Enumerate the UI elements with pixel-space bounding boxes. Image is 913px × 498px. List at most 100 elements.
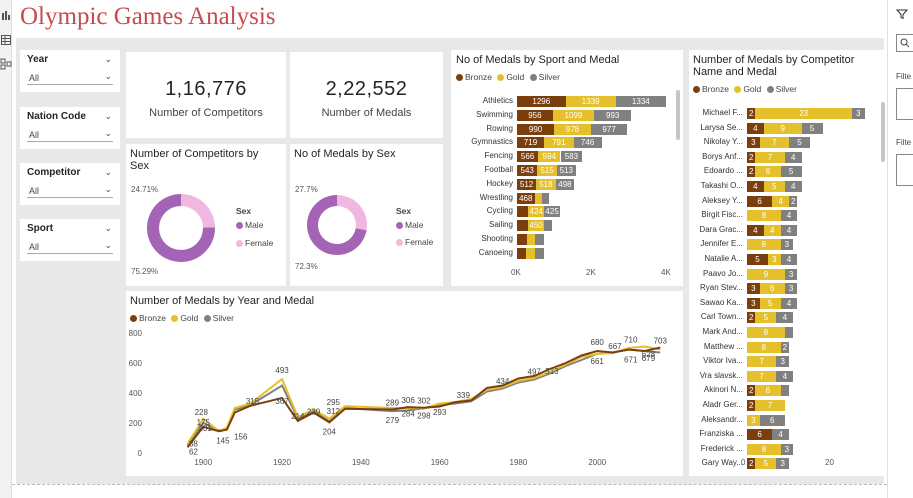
scrollbar[interactable] <box>676 90 680 140</box>
bar-segment-bronze[interactable]: 956 <box>517 109 553 121</box>
filters-pane[interactable]: Filte Filte <box>887 0 913 498</box>
bar-segment-silver[interactable]: 4 <box>772 429 789 441</box>
bar-segment-bronze[interactable]: 4 <box>747 224 764 236</box>
bar-segment-bronze[interactable] <box>517 247 527 259</box>
bar-segment-gold[interactable]: 7 <box>755 400 785 411</box>
bar-segment-silver[interactable]: 4 <box>784 151 802 163</box>
scrollbar[interactable] <box>881 102 885 162</box>
bar-segment-bronze[interactable]: 2 <box>747 151 756 163</box>
bar-segment-silver[interactable]: 3 <box>776 458 789 470</box>
bar-segment-gold[interactable]: 7 <box>759 137 789 149</box>
bar-segment-silver[interactable]: 3 <box>780 239 794 251</box>
bar-segment-gold[interactable]: 791 <box>543 137 574 149</box>
bar-segment-gold[interactable]: 978 <box>554 123 591 135</box>
medals-by-sport-chart[interactable]: No of Medals by Sport and Medal Bronze G… <box>451 50 683 286</box>
bar-segment-gold[interactable]: 5 <box>759 297 781 309</box>
bar-segment-silver[interactable] <box>535 247 544 259</box>
slicer-nation-code[interactable]: Nation Code ⌄ All ⌄ <box>20 107 120 149</box>
bar-segment-silver[interactable] <box>544 220 552 232</box>
filter-search-input[interactable] <box>896 34 913 52</box>
series-line-bronze[interactable] <box>186 346 661 448</box>
bar-segment-gold[interactable]: 4 <box>763 224 781 236</box>
donut-slice-female[interactable] <box>181 194 215 228</box>
bar-segment-gold[interactable]: 8 <box>747 443 781 455</box>
bar-segment-silver[interactable]: 1334 <box>615 96 666 107</box>
bar-segment-bronze[interactable]: 2 <box>747 312 756 324</box>
bar-segment-bronze[interactable]: 2 <box>747 385 756 397</box>
slicer-value[interactable]: All <box>29 73 40 83</box>
bar-segment-silver[interactable]: 3 <box>784 268 798 280</box>
chevron-down-icon[interactable]: ⌄ <box>104 167 112 177</box>
bar-segment-silver[interactable]: 583 <box>560 151 583 163</box>
bar-segment-bronze[interactable] <box>517 220 528 232</box>
bar-segment-bronze[interactable]: 566 <box>517 151 539 163</box>
competitors-by-sex-chart[interactable]: Number of Competitors by Sex 75.29% 24.71… <box>126 144 286 286</box>
bar-segment-gold[interactable] <box>526 234 536 245</box>
donut-slice-male[interactable] <box>307 195 367 255</box>
slicer-competitor[interactable]: Competitor ⌄ All ⌄ <box>20 163 120 205</box>
bar-segment-gold[interactable]: 9 <box>747 268 785 280</box>
bar-segment-silver[interactable]: 4 <box>784 181 802 192</box>
filter-drop-zone[interactable] <box>896 88 913 120</box>
bar-segment-gold[interactable]: 7 <box>747 356 777 368</box>
bar-segment-silver[interactable]: 4 <box>780 254 798 265</box>
bar-segment-bronze[interactable]: 719 <box>517 137 544 149</box>
chevron-down-icon[interactable]: ⌄ <box>104 54 112 64</box>
bar-segment-bronze[interactable]: 990 <box>517 123 555 135</box>
filter-drop-zone[interactable] <box>896 154 913 186</box>
report-view-icon[interactable] <box>0 10 12 24</box>
bar-segment-bronze[interactable]: 3 <box>747 297 760 309</box>
bar-segment-gold[interactable]: 6 <box>755 166 781 178</box>
bar-segment-bronze[interactable]: 543 <box>517 165 538 176</box>
bar-segment-bronze[interactable]: 3 <box>747 283 760 295</box>
medals-by-competitor-chart[interactable]: Number of Medals by Competitor Name and … <box>689 50 886 476</box>
bar-segment-gold[interactable]: 7 <box>755 151 785 163</box>
bar-segment-gold[interactable]: 424 <box>528 206 545 218</box>
chevron-down-icon[interactable]: ⌄ <box>104 184 112 194</box>
bar-segment-gold[interactable] <box>534 192 543 204</box>
bar-segment-bronze[interactable]: 2 <box>747 400 756 411</box>
bar-segment-silver[interactable]: 3 <box>852 108 865 119</box>
bar-segment-bronze[interactable]: 5 <box>747 254 768 265</box>
bar-segment-gold[interactable]: 594 <box>538 151 561 163</box>
bar-segment-gold[interactable]: 518 <box>536 178 556 190</box>
bar-segment-silver[interactable]: 5 <box>789 137 810 149</box>
bar-segment-bronze[interactable]: 4 <box>747 122 764 134</box>
bar-segment-silver[interactable] <box>780 385 789 397</box>
donut-slice-male[interactable] <box>147 194 215 262</box>
bar-segment-silver[interactable]: 4 <box>780 224 798 236</box>
bar-segment-gold[interactable] <box>526 247 536 259</box>
bar-segment-gold[interactable]: 3 <box>747 414 760 426</box>
slicer-value[interactable]: All <box>29 130 40 140</box>
chevron-down-icon[interactable]: ⌄ <box>104 111 112 121</box>
bar-segment-gold[interactable]: 5 <box>755 458 777 470</box>
bar-segment-bronze[interactable]: 1296 <box>517 96 566 107</box>
bar-segment-silver[interactable]: 4 <box>776 312 794 324</box>
bar-segment-bronze[interactable]: 512 <box>517 178 537 190</box>
bar-segment-bronze[interactable] <box>517 234 527 245</box>
donut-slice-female[interactable] <box>337 195 367 231</box>
bar-segment-silver[interactable]: 3 <box>784 283 798 295</box>
bar-segment-silver[interactable]: 498 <box>555 178 575 190</box>
medals-by-sex-chart[interactable]: No of Medals by Sex 72.3% 27.7% Sex Male … <box>290 144 443 286</box>
bar-segment-gold[interactable]: 1339 <box>565 96 616 107</box>
chevron-down-icon[interactable]: ⌄ <box>104 240 112 250</box>
filter-icon[interactable] <box>896 8 908 20</box>
model-view-icon[interactable] <box>0 58 12 72</box>
bar-segment-silver[interactable]: 425 <box>544 206 561 218</box>
bar-segment-silver[interactable] <box>535 234 544 245</box>
medals-by-year-chart[interactable]: Number of Medals by Year and Medal Bronz… <box>126 291 683 476</box>
bar-segment-silver[interactable]: 6 <box>759 414 785 426</box>
bar-segment-silver[interactable]: 4 <box>780 297 798 309</box>
chevron-down-icon[interactable]: ⌄ <box>104 71 112 81</box>
bar-segment-gold[interactable]: 8 <box>747 239 781 251</box>
bar-segment-silver[interactable]: 4 <box>780 210 798 222</box>
bar-segment-gold[interactable]: 6 <box>759 283 785 295</box>
bar-segment-bronze[interactable]: 2 <box>747 458 756 470</box>
bar-segment-silver[interactable]: 513 <box>556 165 576 176</box>
bar-segment-silver[interactable]: 3 <box>776 356 789 368</box>
bar-segment-gold[interactable]: 6 <box>755 385 781 397</box>
bar-segment-silver[interactable]: 746 <box>573 137 602 149</box>
bar-segment-bronze[interactable]: 6 <box>747 195 773 207</box>
bar-segment-gold[interactable]: 4 <box>772 195 789 207</box>
